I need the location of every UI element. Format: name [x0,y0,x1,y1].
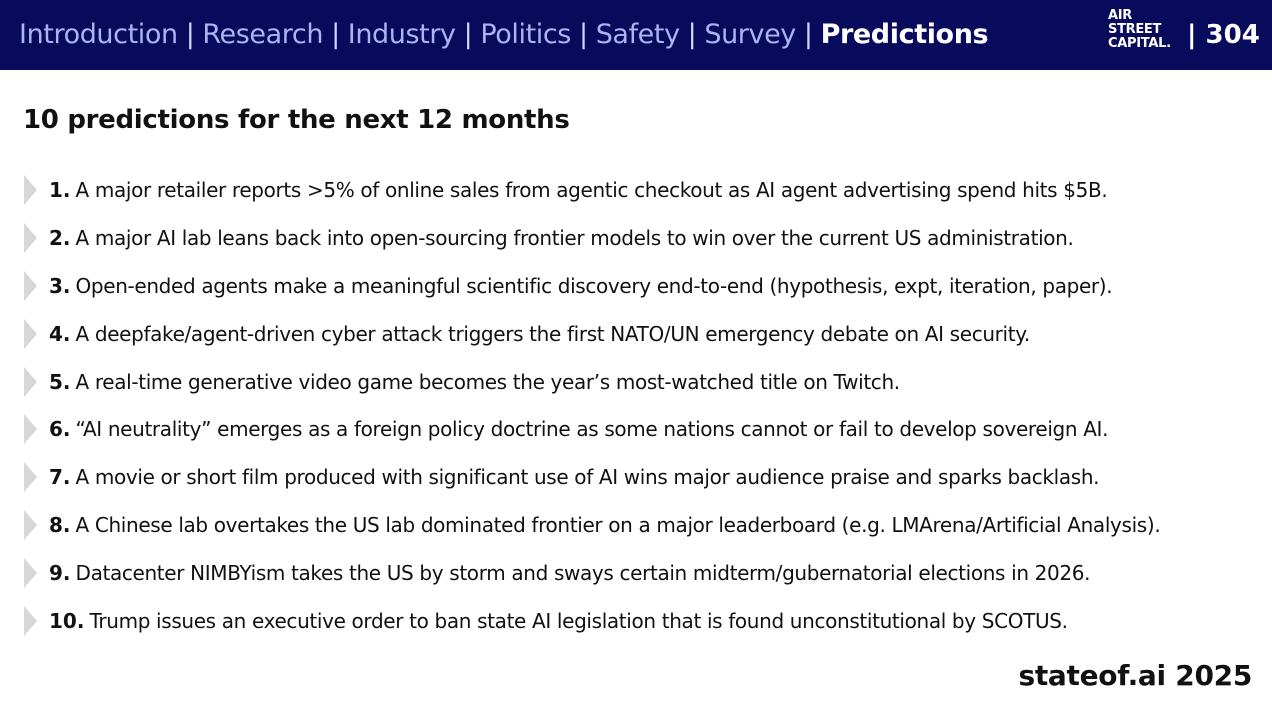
list-item: 1. A major retailer reports >5% of onlin… [24,166,1272,214]
list-item: 6. “AI neutrality” emerges as a foreign … [24,405,1272,453]
list-item: 8. A Chinese lab overtakes the US lab do… [24,501,1272,549]
nav-item-survey[interactable]: Survey [704,19,796,50]
nav-item-introduction[interactable]: Introduction [19,19,178,50]
header-bar: Introduction | Research | Industry | Politics |… [0,0,1272,70]
nav-item-research[interactable]: Research [202,19,324,50]
prediction-number: 10. [49,608,85,633]
bullet-arrow-icon [24,462,37,493]
list-item: 5. A real-time generative video game bec… [24,358,1272,406]
prediction-number: 2. [49,225,71,250]
nav-separator: | [578,19,588,50]
predictions-list: 1. A major retailer reports >5% of onlin… [24,166,1272,645]
bullet-arrow-icon [24,414,37,445]
prediction-text: A real-time generative video game become… [75,369,901,394]
nav-item-safety[interactable]: Safety [595,19,680,50]
prediction-text: A major retailer reports >5% of online s… [75,177,1108,202]
prediction-number: 4. [49,321,71,346]
nav-item-industry[interactable]: Industry [347,19,456,50]
prediction-text: A deepfake/agent-driven cyber attack tri… [75,321,1031,346]
prediction-text: A major AI lab leans back into open-sour… [75,225,1074,250]
bullet-arrow-icon [24,366,37,397]
prediction-number: 5. [49,369,71,394]
prediction-number: 8. [49,513,71,538]
list-item: 7. A movie or short film produced with s… [24,453,1272,501]
prediction-number: 6. [49,417,71,442]
logo-line: CAPITAL. [1108,36,1171,51]
page-number: | 304 [1187,20,1260,50]
bullet-arrow-icon [24,222,37,253]
prediction-text: “AI neutrality” emerges as a foreign pol… [75,417,1109,442]
prediction-text: Open-ended agents make a meaningful scie… [75,273,1113,298]
nav-separator: | [803,19,813,50]
air-street-capital-logo: AIR STREET CAPITAL. [1108,9,1171,51]
bullet-arrow-icon [24,270,37,301]
prediction-number: 3. [49,273,71,298]
bullet-arrow-icon [24,558,37,589]
logo-line: AIR [1108,8,1133,23]
prediction-number: 1. [49,177,71,202]
prediction-text: A movie or short film produced with sign… [75,465,1100,490]
list-item: 3. Open-ended agents make a meaningful s… [24,262,1272,310]
bullet-arrow-icon [24,174,37,205]
prediction-number: 9. [49,561,71,586]
nav-separator: | [463,19,473,50]
prediction-number: 7. [49,465,71,490]
list-item: 2. A major AI lab leans back into open-s… [24,214,1272,262]
nav-separator: | [331,19,340,50]
list-item: 9. Datacenter NIMBYism takes the US by s… [24,549,1272,597]
footer-brand: stateof.ai 2025 [1018,659,1252,692]
prediction-text: Datacenter NIMBYism takes the US by stor… [75,561,1091,586]
page-title: 10 predictions for the next 12 months [23,105,570,135]
nav-separator: | [185,19,195,50]
section-nav: Introduction | Research | Industry | Politics |… [19,17,989,53]
nav-item-politics[interactable]: Politics [480,19,571,50]
logo-line: STREET [1108,22,1162,37]
nav-separator: | [687,19,697,50]
list-item: 10. Trump issues an executive order to b… [24,597,1272,645]
prediction-text: Trump issues an executive order to ban s… [89,608,1068,633]
nav-item-predictions[interactable]: Predictions [820,19,989,50]
prediction-text: A Chinese lab overtakes the US lab domin… [75,513,1161,538]
bullet-arrow-icon [24,318,37,349]
bullet-arrow-icon [24,510,37,541]
list-item: 4. A deepfake/agent-driven cyber attack … [24,310,1272,358]
bullet-arrow-icon [24,605,37,636]
